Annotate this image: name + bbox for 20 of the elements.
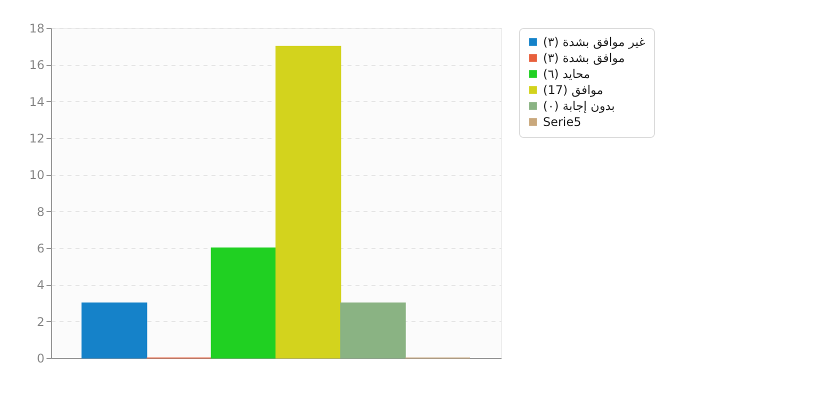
- y-tick-label: 4: [36, 278, 44, 292]
- legend-label: موافق بشدة (٣): [543, 51, 625, 65]
- legend-label: Serie5: [543, 115, 582, 129]
- y-tick-label: 18: [29, 22, 44, 36]
- bar: [210, 248, 276, 358]
- bar: [82, 302, 148, 358]
- y-tick-label: 10: [29, 168, 44, 182]
- y-tick-label: 0: [36, 352, 44, 366]
- y-tick-label: 8: [36, 204, 44, 219]
- bar: [340, 302, 406, 358]
- y-tick-label: 16: [29, 58, 44, 72]
- legend-label: محايد (٦): [543, 67, 590, 81]
- legend-label: موافق (17): [543, 83, 604, 97]
- y-tick-label: 2: [36, 314, 44, 329]
- y-tick-label: 12: [29, 132, 44, 146]
- bar: [276, 46, 342, 358]
- legend-label: غير موافق بشدة (٣): [543, 35, 646, 49]
- y-tick-label: 6: [36, 242, 44, 256]
- y-tick-label: 14: [29, 94, 44, 109]
- legend-label: بدون إجابة (٠): [543, 99, 615, 113]
